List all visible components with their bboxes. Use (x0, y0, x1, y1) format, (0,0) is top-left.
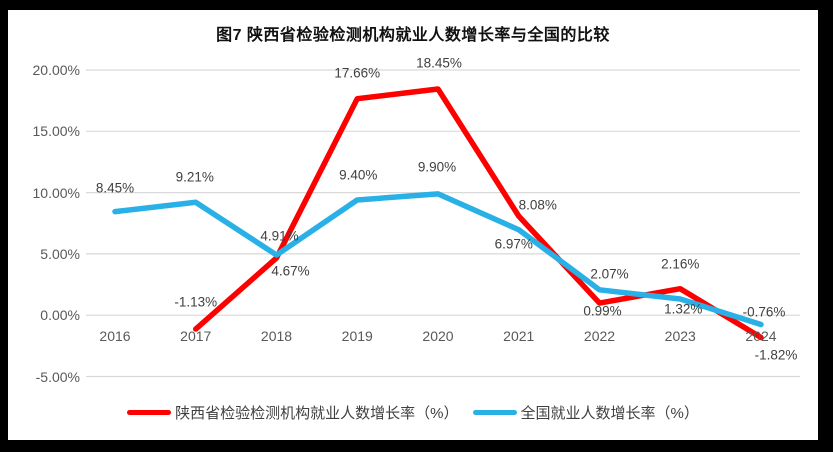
y-axis-tick-label: 5.00% (40, 245, 80, 262)
data-label: -1.13% (174, 294, 218, 310)
data-label: 9.21% (175, 169, 214, 185)
data-label: 2.16% (661, 256, 700, 272)
x-axis-year-label: 2021 (503, 328, 535, 344)
legend-label: 陕西省检验检测机构就业人数增长率（%） (175, 405, 459, 422)
plot-area (86, 69, 800, 378)
data-label: 18.45% (416, 55, 462, 71)
chart-title: 图7 陕西省检验检测机构就业人数增长率与全国的比较 (216, 27, 610, 44)
legend: 陕西省检验检测机构就业人数增长率（%） 全国就业人数增长率（%） (8, 402, 818, 423)
data-label: 9.40% (339, 167, 378, 183)
y-axis-tick-label: 15.00% (32, 123, 80, 140)
x-axis-year-label: 2016 (99, 328, 131, 344)
data-label: 0.99% (583, 303, 622, 319)
legend-label: 全国就业人数增长率（%） (520, 405, 699, 422)
data-label: 6.97% (494, 236, 533, 252)
series-line-national (112, 191, 764, 328)
legend-line-swatch (472, 410, 517, 415)
x-axis-year-label: 2019 (341, 328, 373, 344)
y-axis-tick-label: -5.00% (35, 368, 80, 385)
y-axis-tick-label: 0.00% (40, 307, 80, 324)
data-label: -1.82% (754, 347, 798, 362)
x-axis-year-label: 2020 (422, 328, 454, 344)
data-label: 8.45% (95, 180, 135, 196)
data-label: 4.67% (271, 263, 310, 279)
x-axis-year-label: 2018 (260, 328, 293, 344)
legend-item-shaanxi: 陕西省检验检测机构就业人数增长率（%） (127, 402, 459, 423)
data-label: 2.07% (590, 266, 629, 282)
gridlines (86, 69, 800, 378)
data-label: 1.32% (664, 301, 703, 317)
data-label: 8.08% (518, 197, 557, 213)
y-axis-tick-label: 10.00% (32, 184, 80, 201)
legend-item-national: 全国就业人数增长率（%） (472, 402, 699, 423)
data-label: 17.66% (334, 65, 381, 81)
x-axis-year-label: 2023 (664, 328, 696, 344)
x-axis-year-label: 2017 (180, 328, 212, 344)
series-lines (112, 86, 764, 341)
data-label: 4.91% (260, 228, 299, 244)
data-label: -0.76% (742, 304, 786, 320)
y-axis-tick-label: 20.00% (32, 62, 80, 78)
x-axis-year-label: 2024 (745, 328, 777, 344)
chart-canvas: 图7 陕西省检验检测机构就业人数增长率与全国的比较 20.00% 15.00% 10… (8, 10, 818, 440)
series-line-shaanxi (193, 86, 764, 341)
legend-line-swatch (127, 410, 172, 415)
data-label: 9.90% (417, 159, 457, 175)
x-axis-year-label: 2022 (583, 328, 616, 344)
